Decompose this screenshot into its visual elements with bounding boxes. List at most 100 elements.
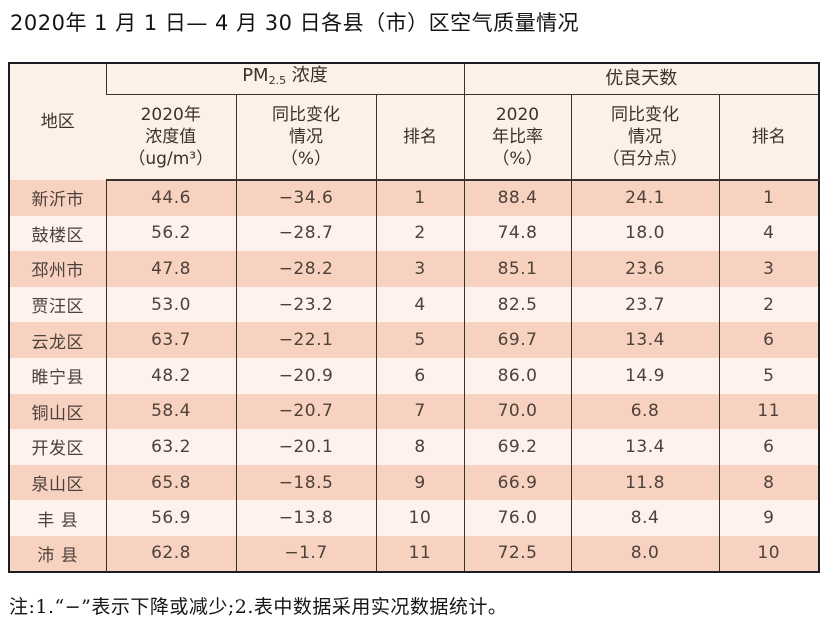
cell-region: 新沂市 — [9, 180, 106, 216]
footnote: 注:1.“−”表示下降或减少;2.表中数据采用实况数据统计。 — [9, 595, 508, 618]
table-header: 地区 PM2.5 浓度 优良天数 2020年 浓度值 （ug/m³） 同比变化 … — [9, 63, 819, 181]
cell-good-rank: 6 — [718, 429, 819, 465]
cell-region: 泉山区 — [9, 464, 106, 501]
cell-pm-value: 62.8 — [105, 535, 236, 572]
header-good-ratio: 2020 年比率 （%） — [463, 94, 571, 181]
cell-region: 沛 县 — [9, 535, 106, 572]
cell-good-ratio: 69.2 — [463, 429, 571, 465]
cell-pm-value: 44.6 — [105, 180, 236, 216]
cell-good-change: 11.8 — [570, 464, 719, 501]
cell-pm-change: −20.7 — [235, 393, 376, 430]
cell-region: 铜山区 — [9, 393, 106, 430]
cell-good-ratio: 76.0 — [463, 500, 571, 536]
cell-pm-value: 65.8 — [105, 464, 236, 501]
cell-good-ratio: 85.1 — [463, 251, 571, 287]
cell-pm-value: 63.7 — [105, 322, 236, 358]
pm25-label-rest: 浓度 — [286, 65, 328, 87]
cell-good-change: 18.0 — [570, 215, 719, 252]
cell-pm-rank: 5 — [375, 322, 464, 358]
cell-pm-change: −28.2 — [235, 251, 376, 287]
cell-pm-rank: 8 — [375, 429, 464, 465]
cell-good-ratio: 74.8 — [463, 215, 571, 252]
cell-pm-change: −34.6 — [235, 180, 376, 216]
cell-good-ratio: 66.9 — [463, 464, 571, 501]
cell-good-ratio: 72.5 — [463, 535, 571, 572]
cell-good-rank: 9 — [718, 500, 819, 536]
cell-good-rank: 1 — [718, 180, 819, 216]
table-row: 新沂市 44.6 −34.6 1 88.4 24.1 1 — [9, 180, 819, 216]
cell-good-change: 13.4 — [570, 322, 719, 358]
cell-good-change: 8.4 — [570, 500, 719, 536]
page-title: 2020年 1 月 1 日— 4 月 30 日各县（市）区空气质量情况 — [10, 11, 580, 35]
cell-good-ratio: 82.5 — [463, 286, 571, 323]
cell-good-change: 8.0 — [570, 535, 719, 572]
table-row: 丰 县 56.9 −13.8 10 76.0 8.4 9 — [9, 500, 819, 536]
table-row: 邳州市 47.8 −28.2 3 85.1 23.6 3 — [9, 251, 819, 287]
table-body: 新沂市 44.6 −34.6 1 88.4 24.1 1 鼓楼区 56.2 −2… — [9, 180, 819, 572]
cell-pm-value: 56.9 — [105, 500, 236, 536]
cell-good-change: 6.8 — [570, 393, 719, 430]
cell-region: 丰 县 — [9, 500, 106, 536]
cell-good-change: 24.1 — [570, 180, 719, 216]
cell-good-rank: 3 — [718, 251, 819, 287]
cell-good-rank: 4 — [718, 215, 819, 252]
cell-pm-change: −13.8 — [235, 500, 376, 536]
cell-pm-change: −28.7 — [235, 215, 376, 252]
cell-region: 开发区 — [9, 429, 106, 465]
cell-good-rank: 10 — [718, 535, 819, 572]
header-pm-rank: 排名 — [375, 94, 464, 181]
header-pm-change: 同比变化 情况 （%） — [235, 94, 376, 181]
cell-pm-value: 48.2 — [105, 357, 236, 394]
table-row: 云龙区 63.7 −22.1 5 69.7 13.4 6 — [9, 322, 819, 358]
cell-pm-rank: 10 — [375, 500, 464, 536]
cell-pm-rank: 11 — [375, 535, 464, 572]
cell-pm-value: 63.2 — [105, 429, 236, 465]
cell-good-ratio: 86.0 — [463, 357, 571, 394]
header-good-rank: 排名 — [718, 94, 819, 181]
header-pm-value: 2020年 浓度值 （ug/m³） — [106, 94, 236, 181]
cell-pm-rank: 4 — [375, 286, 464, 323]
header-good-days-group: 优良天数 — [463, 63, 819, 95]
header-group-row: 地区 PM2.5 浓度 优良天数 — [9, 63, 819, 180]
cell-pm-rank: 3 — [375, 251, 464, 287]
cell-pm-rank: 2 — [375, 215, 464, 252]
cell-pm-rank: 7 — [375, 393, 464, 430]
cell-pm-value: 53.0 — [105, 286, 236, 323]
table-row: 贾汪区 53.0 −23.2 4 82.5 23.7 2 — [9, 286, 819, 323]
table-row: 沛 县 62.8 −1.7 11 72.5 8.0 10 — [9, 535, 819, 572]
cell-pm-rank: 6 — [375, 357, 464, 394]
cell-good-change: 14.9 — [570, 357, 719, 394]
header-region: 地区 — [9, 63, 106, 180]
table-row: 铜山区 58.4 −20.7 7 70.0 6.8 11 — [9, 393, 819, 430]
cell-region: 鼓楼区 — [9, 215, 106, 252]
cell-pm-value: 58.4 — [105, 393, 236, 430]
cell-good-rank: 11 — [718, 393, 819, 430]
cell-region: 云龙区 — [9, 322, 106, 358]
cell-pm-change: −20.1 — [235, 429, 376, 465]
cell-good-ratio: 88.4 — [463, 180, 571, 216]
cell-region: 贾汪区 — [9, 286, 106, 323]
cell-region: 邳州市 — [9, 251, 106, 287]
cell-pm-rank: 1 — [375, 180, 464, 216]
table-row: 泉山区 65.8 −18.5 9 66.9 11.8 8 — [9, 464, 819, 501]
cell-good-rank: 8 — [718, 464, 819, 501]
table-row: 鼓楼区 56.2 −28.7 2 74.8 18.0 4 — [9, 215, 819, 252]
cell-good-change: 13.4 — [570, 429, 719, 465]
air-quality-table: 地区 PM2.5 浓度 优良天数 2020年 浓度值 （ug/m³） 同比变化 … — [8, 62, 820, 573]
cell-pm-change: −1.7 — [235, 535, 376, 572]
cell-pm-change: −18.5 — [235, 464, 376, 501]
cell-pm-value: 56.2 — [105, 215, 236, 252]
cell-region: 睢宁县 — [9, 357, 106, 394]
header-pm25-group: PM2.5 浓度 — [105, 63, 464, 95]
header-good-change: 同比变化 情况 （百分点） — [570, 94, 719, 181]
cell-good-ratio: 69.7 — [463, 322, 571, 358]
cell-pm-value: 47.8 — [105, 251, 236, 287]
table-row: 开发区 63.2 −20.1 8 69.2 13.4 6 — [9, 429, 819, 465]
cell-pm-change: −22.1 — [235, 322, 376, 358]
cell-pm-rank: 9 — [375, 464, 464, 501]
cell-good-rank: 2 — [718, 286, 819, 323]
cell-pm-change: −20.9 — [235, 357, 376, 394]
cell-pm-change: −23.2 — [235, 286, 376, 323]
header-sub-row: 2020年 浓度值 （ug/m³） 同比变化 情况 （%） 排名 2020 年比… — [9, 94, 819, 181]
